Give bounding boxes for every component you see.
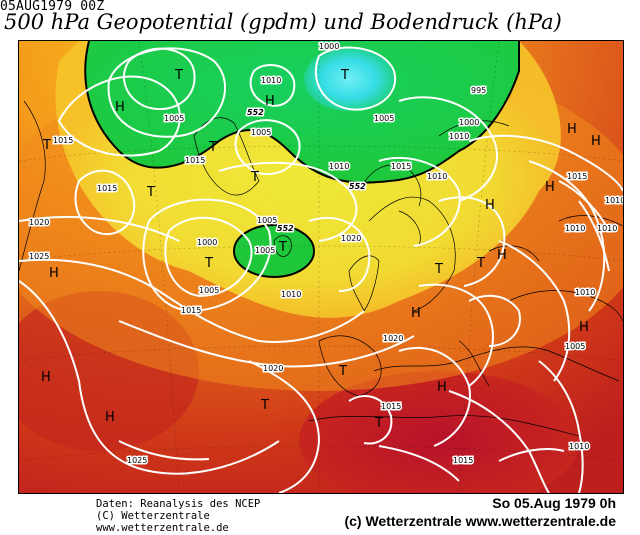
- low-pressure-marker: T: [338, 364, 347, 379]
- low-pressure-marker: T: [434, 262, 443, 277]
- low-pressure-marker: T: [250, 170, 259, 185]
- high-pressure-marker: H: [105, 410, 115, 425]
- field-green-cutoff: [234, 225, 314, 277]
- isobar-label: 1010: [565, 224, 585, 233]
- isobar-label: 1025: [127, 456, 147, 465]
- isobar-label: 1005: [199, 286, 219, 295]
- isobar-label: 1020: [263, 364, 283, 373]
- isobar-label: 1005: [164, 114, 184, 123]
- date-code: 05AUG1979 00Z: [0, 0, 105, 14]
- contour-552-cutoff: [233, 224, 315, 278]
- high-pressure-marker: H: [591, 134, 601, 149]
- low-pressure-marker: T: [476, 256, 485, 271]
- high-pressure-marker: H: [265, 94, 275, 109]
- high-pressure-marker: H: [579, 320, 589, 335]
- low-pressure-marker: T: [42, 138, 51, 153]
- isobar-label: 1015: [97, 184, 117, 193]
- valid-date: So 05.Aug 1979 0h: [492, 495, 616, 511]
- weather-map: 552 552 552 1000 1010 995 1000 1005 1005 1005 1005…: [18, 40, 624, 494]
- source-line-2: (C) Wetterzentrale: [96, 510, 210, 522]
- isobar-label: 1015: [453, 456, 473, 465]
- isobar-label: 1000: [459, 118, 479, 127]
- low-pressure-marker: T: [340, 68, 349, 83]
- high-pressure-marker: H: [411, 306, 421, 321]
- data-source-block: Daten: Reanalysis des NCEP (C) Wetterzen…: [96, 498, 260, 534]
- isobars: [19, 46, 623, 493]
- isobar-label: 1020: [383, 334, 403, 343]
- isobar-label: 1005: [257, 216, 277, 225]
- low-pressure-marker: T: [208, 140, 217, 155]
- isobar-label: 1010: [449, 132, 469, 141]
- isobar-label: 1015: [381, 402, 401, 411]
- isobar-label: 1020: [29, 218, 49, 227]
- low-pressure-marker: T: [174, 68, 183, 83]
- field-deep-red-south: [299, 371, 579, 493]
- map-labels: 552 552 552 1000 1010 995 1000 1005 1005 1005 1005…: [28, 41, 624, 467]
- isobar-label: 1010: [427, 172, 447, 181]
- low-pressure-marker: T: [374, 416, 383, 431]
- contour-552-north: [84, 41, 520, 184]
- high-pressure-marker: H: [485, 198, 495, 213]
- geopotential-label: 552: [277, 224, 294, 233]
- isobar-label: 1015: [567, 172, 587, 181]
- isobar-label: 1005: [565, 342, 585, 351]
- isobar-label: 1015: [53, 136, 73, 145]
- isobar-label: 1000: [197, 238, 217, 247]
- high-pressure-marker: H: [49, 266, 59, 281]
- isobar-label: 1005: [255, 246, 275, 255]
- low-pressure-marker: T: [146, 185, 155, 200]
- chart-title: 500 hPa Geopotential (gpdm) und Bodendru…: [4, 10, 562, 34]
- isobar-label: 1010: [597, 224, 617, 233]
- geopotential-label: 552: [247, 108, 264, 117]
- isobar-label: 1010: [261, 76, 281, 85]
- isobar-label: 1010: [605, 196, 623, 205]
- isobar-label: 1010: [569, 442, 589, 451]
- isobar-label: 1020: [341, 234, 361, 243]
- high-pressure-marker: H: [497, 248, 507, 263]
- high-pressure-marker: H: [545, 180, 555, 195]
- isobar-label: 1000: [319, 42, 339, 51]
- isobar-label: 1010: [281, 290, 301, 299]
- geopotential-label: 552: [349, 182, 366, 191]
- low-pressure-marker: T: [204, 256, 213, 271]
- isobar-label: 1005: [251, 128, 271, 137]
- low-pressure-marker: T: [278, 240, 287, 255]
- isobar-label: 1010: [329, 162, 349, 171]
- isobar-label: 1005: [374, 114, 394, 123]
- isobar-label: 1015: [185, 156, 205, 165]
- low-pressure-marker: T: [260, 398, 269, 413]
- high-pressure-marker: H: [115, 100, 125, 115]
- isobar-label: 1010: [575, 288, 595, 297]
- isobar-label: 995: [471, 86, 486, 95]
- copyright-line: (c) Wetterzentrale www.wetterzentrale.de: [344, 513, 616, 529]
- source-line-3: www.wetterzentrale.de: [96, 522, 229, 534]
- field-cyan-core: [304, 47, 394, 111]
- high-pressure-marker: H: [437, 380, 447, 395]
- high-pressure-marker: H: [567, 122, 577, 137]
- high-pressure-marker: H: [41, 370, 51, 385]
- isobar-label: 1015: [181, 306, 201, 315]
- isobar-label: 1025: [29, 252, 49, 261]
- source-line-1: Daten: Reanalysis des NCEP: [96, 498, 261, 510]
- isobar-label: 1015: [391, 162, 411, 171]
